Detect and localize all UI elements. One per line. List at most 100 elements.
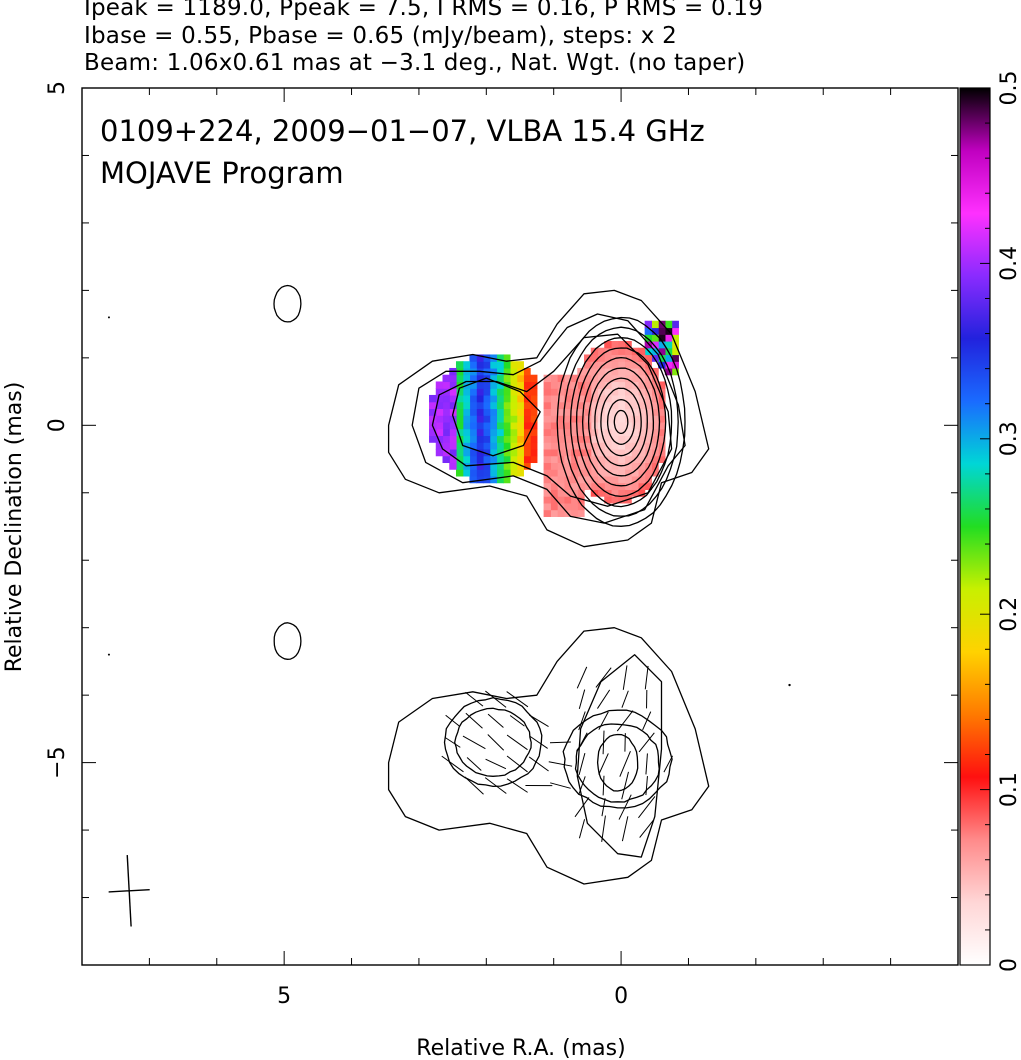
evpa-tick <box>487 713 504 728</box>
fracpol-pixel <box>496 442 504 450</box>
fracpol-pixel <box>610 496 619 504</box>
fracpol-pixel <box>509 455 518 464</box>
fracpol-pixel <box>482 435 491 443</box>
fracpol-pixel <box>435 408 444 416</box>
fracpol-pixel <box>604 401 612 410</box>
fracpol-pixel <box>489 401 498 410</box>
fracpol-pixel <box>644 354 652 362</box>
fracpol-pixel <box>637 408 646 416</box>
contour-core <box>606 398 636 445</box>
fracpol-pixel <box>577 428 585 437</box>
fracpol-pixel <box>597 455 605 464</box>
fracpol-pixel <box>624 469 632 477</box>
fracpol-pixel <box>604 408 612 416</box>
evpa-tick <box>616 710 634 732</box>
fracpol-pixel <box>435 401 444 410</box>
fracpol-pixel <box>482 388 491 396</box>
fracpol-pixel <box>482 408 491 416</box>
fracpol-pixel <box>509 394 518 403</box>
fracpol-pixel <box>570 435 578 443</box>
fracpol-pixel <box>570 462 578 470</box>
fracpol-pixel <box>550 408 558 416</box>
contour-mid <box>411 313 686 524</box>
fracpol-pixel <box>516 462 524 470</box>
evpa-tick <box>642 711 652 731</box>
fracpol-pixel <box>489 367 498 376</box>
fracpol-pixel <box>617 367 626 376</box>
fracpol-pixel <box>644 334 652 342</box>
fracpol-pixel <box>563 455 572 464</box>
fracpol-pixel <box>476 462 484 470</box>
fracpol-pixel <box>637 388 646 396</box>
fracpol-pixel <box>658 401 666 410</box>
fracpol-pixel <box>604 469 612 477</box>
fracpol-pixel <box>658 334 666 342</box>
fracpol-pixel <box>590 361 599 369</box>
fracpol-pixel <box>624 394 632 403</box>
fracpol-pixel <box>523 462 531 470</box>
fracpol-pixel <box>496 367 504 376</box>
fracpol-pixel <box>624 388 632 396</box>
fracpol-pixel <box>637 462 646 470</box>
fracpol-pixel <box>624 381 632 389</box>
fracpol-pixel <box>462 469 471 477</box>
fracpol-pixel <box>543 428 551 437</box>
fracpol-pixel <box>429 401 437 410</box>
fracpol-pixel <box>523 442 531 450</box>
fracpol-pixel <box>604 482 612 490</box>
fracpol-image <box>429 320 679 517</box>
contour-map <box>107 284 791 885</box>
fracpol-pixel <box>590 408 599 416</box>
contour-pol-outer <box>387 627 710 885</box>
fracpol-pixel <box>435 448 444 457</box>
fracpol-pixel <box>624 482 632 490</box>
fracpol-pixel <box>550 415 558 423</box>
fracpol-pixel <box>637 482 646 490</box>
evpa-tick <box>618 794 632 820</box>
fracpol-pixel <box>496 408 504 416</box>
contour-core <box>594 377 648 467</box>
fracpol-pixel <box>631 489 639 497</box>
fracpol-pixel <box>482 455 491 464</box>
fracpol-pixel <box>631 388 639 396</box>
fracpol-pixel <box>658 347 666 356</box>
fracpol-pixel <box>557 502 565 511</box>
fracpol-pixel <box>435 388 444 396</box>
fracpol-pixel <box>577 401 585 410</box>
fracpol-pixel <box>550 469 558 477</box>
fracpol-pixel <box>509 367 518 376</box>
evpa-tick <box>639 819 655 838</box>
fracpol-pixel <box>503 428 511 437</box>
fracpol-pixel <box>644 462 652 470</box>
fracpol-pixel <box>651 442 659 450</box>
fracpol-pixel <box>624 428 632 437</box>
fracpol-pixel <box>516 394 524 403</box>
fracpol-pixel <box>462 455 471 464</box>
evpa-tick <box>578 711 586 731</box>
fracpol-pixel <box>469 361 477 369</box>
fracpol-pixel <box>597 462 605 470</box>
fracpol-pixel <box>509 428 518 437</box>
fracpol-pixel <box>496 448 504 457</box>
fracpol-pixel <box>509 469 518 477</box>
evpa-tick <box>485 758 507 770</box>
fracpol-pixel <box>509 415 518 423</box>
fracpol-pixel <box>584 435 592 443</box>
fracpol-pixel <box>637 435 646 443</box>
fracpol-pixel <box>442 455 450 464</box>
fracpol-pixel <box>563 469 572 477</box>
fracpol-pixel <box>631 361 639 369</box>
fracpol-pixel <box>584 428 592 437</box>
fracpol-pixel <box>610 347 619 356</box>
fracpol-pixel <box>637 442 646 450</box>
fracpol-pixel <box>624 448 632 457</box>
fracpol-pixel <box>429 435 437 443</box>
evpa-tick <box>598 753 609 775</box>
fracpol-pixel <box>617 408 626 416</box>
colorbar-tick-label: 0.3 <box>997 421 1021 456</box>
fracpol-pixel <box>597 354 605 362</box>
fracpol-pixel <box>496 462 504 470</box>
fracpol-pixel <box>516 361 524 369</box>
evpa-tick <box>528 756 549 772</box>
fracpol-pixel <box>543 496 551 504</box>
